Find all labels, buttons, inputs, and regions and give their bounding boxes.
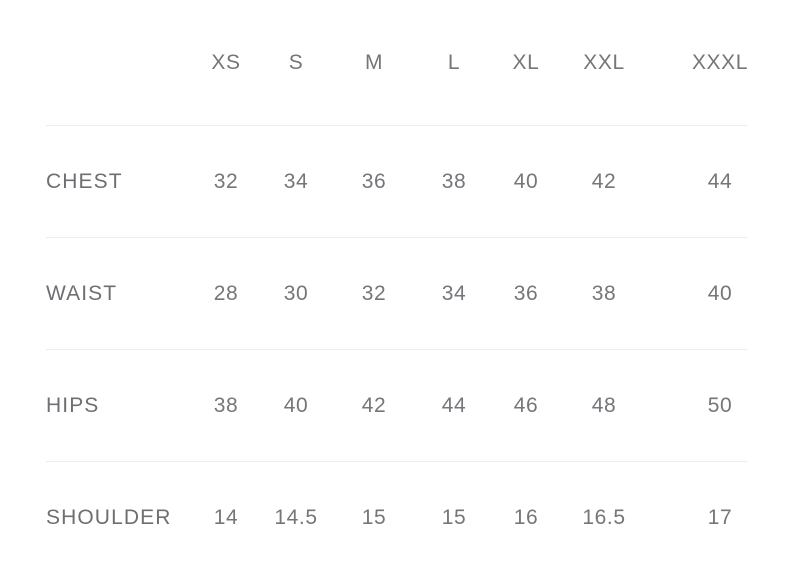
cell-chest-xs: 32 — [190, 126, 262, 238]
size-chart: XS S M L XL XXL XXXL CHEST 32 34 36 38 4… — [0, 0, 794, 561]
table-row: HIPS 38 40 42 44 46 48 50 — [0, 350, 794, 462]
table-body: CHEST 32 34 36 38 40 42 44 WAIST 28 30 3… — [0, 126, 794, 573]
cell-shoulder-m: 15 — [330, 462, 418, 573]
row-label-shoulder: SHOULDER — [0, 462, 190, 573]
cell-waist-xxxl: 40 — [646, 238, 794, 350]
row-label-chest: CHEST — [0, 126, 190, 238]
cell-hips-xxl: 48 — [562, 350, 646, 462]
cell-waist-xs: 28 — [190, 238, 262, 350]
cell-waist-xl: 36 — [490, 238, 562, 350]
column-header-xxl: XXL — [562, 0, 646, 126]
table-row: CHEST 32 34 36 38 40 42 44 — [0, 126, 794, 238]
row-label-hips: HIPS — [0, 350, 190, 462]
cell-hips-s: 40 — [262, 350, 330, 462]
cell-waist-m: 32 — [330, 238, 418, 350]
table-row: SHOULDER 14 14.5 15 15 16 16.5 17 — [0, 462, 794, 573]
cell-shoulder-xxl: 16.5 — [562, 462, 646, 573]
header-row: XS S M L XL XXL XXXL — [0, 0, 794, 126]
cell-shoulder-xs: 14 — [190, 462, 262, 573]
column-header-s: S — [262, 0, 330, 126]
cell-chest-xl: 40 — [490, 126, 562, 238]
cell-waist-l: 34 — [418, 238, 490, 350]
cell-waist-s: 30 — [262, 238, 330, 350]
cell-hips-l: 44 — [418, 350, 490, 462]
cell-chest-xxl: 42 — [562, 126, 646, 238]
cell-hips-m: 42 — [330, 350, 418, 462]
column-header-l: L — [418, 0, 490, 126]
column-header-xl: XL — [490, 0, 562, 126]
cell-chest-s: 34 — [262, 126, 330, 238]
cell-shoulder-xl: 16 — [490, 462, 562, 573]
column-header-m: M — [330, 0, 418, 126]
cell-chest-m: 36 — [330, 126, 418, 238]
cell-waist-xxl: 38 — [562, 238, 646, 350]
cell-shoulder-s: 14.5 — [262, 462, 330, 573]
cell-chest-l: 38 — [418, 126, 490, 238]
cell-hips-xl: 46 — [490, 350, 562, 462]
table-row: WAIST 28 30 32 34 36 38 40 — [0, 238, 794, 350]
column-header-measurement — [0, 0, 190, 126]
cell-shoulder-xxxl: 17 — [646, 462, 794, 573]
table-header: XS S M L XL XXL XXXL — [0, 0, 794, 126]
cell-hips-xxxl: 50 — [646, 350, 794, 462]
cell-shoulder-l: 15 — [418, 462, 490, 573]
column-header-xxxl: XXXL — [646, 0, 794, 126]
row-label-waist: WAIST — [0, 238, 190, 350]
cell-hips-xs: 38 — [190, 350, 262, 462]
cell-chest-xxxl: 44 — [646, 126, 794, 238]
column-header-xs: XS — [190, 0, 262, 126]
